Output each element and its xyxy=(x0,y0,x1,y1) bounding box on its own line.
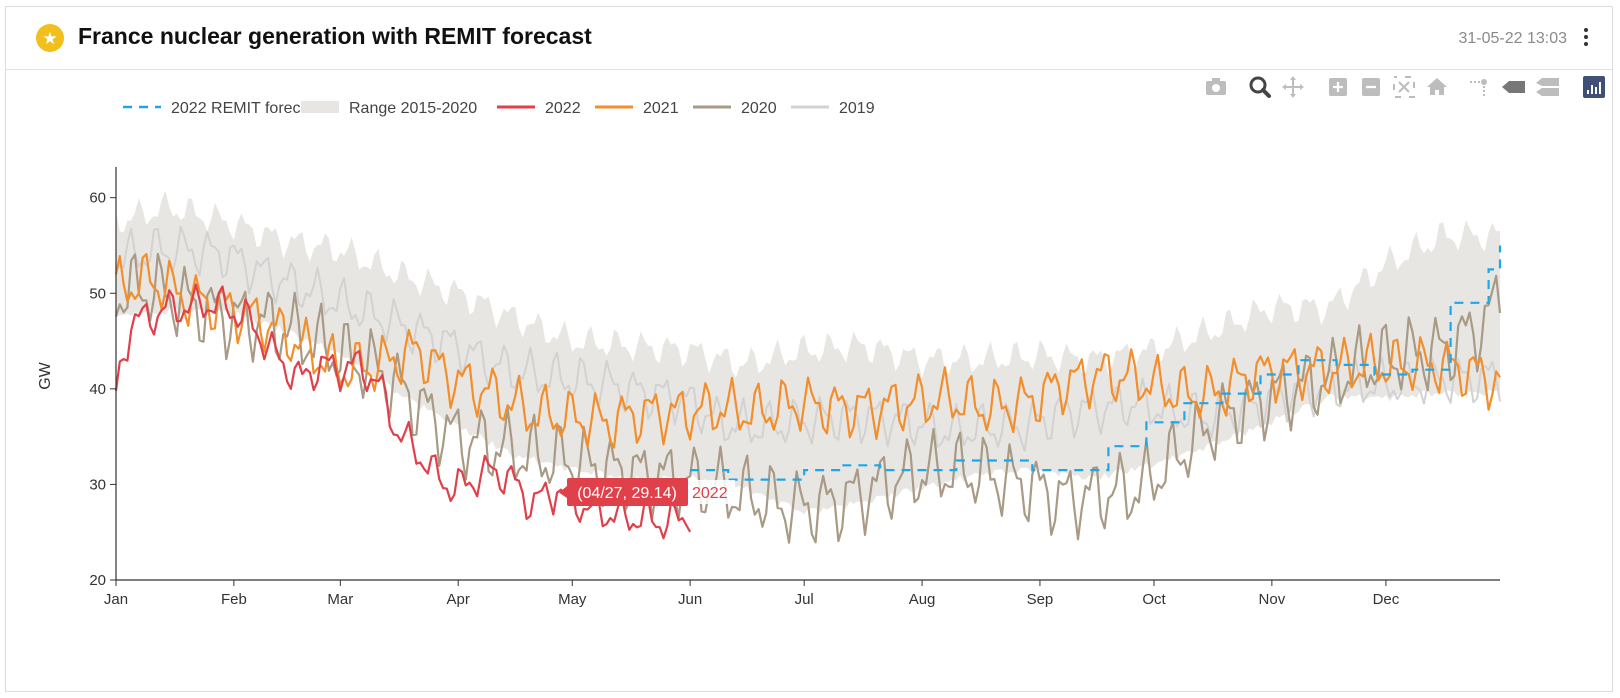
x-tick-label: Jan xyxy=(104,591,128,608)
series-line-forecast xyxy=(690,245,1502,481)
page-title: France nuclear generation with REMIT for… xyxy=(78,23,592,49)
legend-item-y2022[interactable]: 2022 xyxy=(497,100,581,117)
pan-icon[interactable]: Pan xyxy=(1282,76,1304,98)
star-icon[interactable]: ★ xyxy=(36,24,64,52)
legend-label: 2019 xyxy=(839,100,875,117)
legend-item-range[interactable]: Range 2015-2020 xyxy=(301,100,477,117)
plot-area[interactable] xyxy=(114,190,1502,544)
legend-label: 2022 xyxy=(545,100,581,117)
hover-pointer xyxy=(559,486,567,498)
series-line-y2021 xyxy=(114,253,1501,449)
legend-item-y2021[interactable]: 2021 xyxy=(595,100,679,117)
zoom-in-icon[interactable]: Zoom in xyxy=(1329,78,1347,96)
x-tick-label: Jun xyxy=(678,591,702,608)
legend-label: Range 2015-2020 xyxy=(349,100,477,117)
x-tick-label: Mar xyxy=(327,591,353,608)
x-tick-label: Aug xyxy=(909,591,936,608)
legend-label: 2022 REMIT forecast xyxy=(171,100,322,117)
timestamp: 31-05-22 13:03 xyxy=(1458,30,1567,47)
y-tick-label: 50 xyxy=(89,285,106,302)
x-tick-label: Dec xyxy=(1373,591,1400,608)
y-tick-label: 40 xyxy=(89,381,106,398)
x-tick-label: May xyxy=(558,591,587,608)
camera-icon[interactable]: Download plot as a png xyxy=(1206,78,1226,95)
legend-label: 2020 xyxy=(741,100,777,117)
card-header: ★ France nuclear generation with REMIT f… xyxy=(6,7,1612,70)
plotly-logo-icon[interactable]: Produced with Plotly xyxy=(1583,76,1605,98)
range-band xyxy=(116,190,1500,515)
hover-compare-icon[interactable]: Compare data on hover xyxy=(1536,78,1559,96)
hover-background xyxy=(567,478,688,506)
modebar: Download plot as a png Zoom Pan Zoom in Zoom… xyxy=(1206,76,1605,98)
hover-series-bg xyxy=(689,480,735,504)
x-tick-label: Apr xyxy=(447,591,470,608)
y-axis-title: GW xyxy=(37,361,54,389)
spike-lines-icon[interactable]: Toggle Spike Lines xyxy=(1470,79,1487,96)
y-tick-label: 60 xyxy=(89,190,106,207)
legend-item-y2019[interactable]: 2019 xyxy=(791,100,875,117)
x-tick-label: Feb xyxy=(221,591,247,608)
home-icon[interactable]: Reset axes xyxy=(1427,78,1447,95)
x-tick-label: Sep xyxy=(1027,591,1054,608)
legend-item-y2020[interactable]: 2020 xyxy=(693,100,777,117)
legend: 2022 REMIT forecast Range 2015-2020 2022 20… xyxy=(123,100,875,117)
series-line-y2019 xyxy=(115,225,1501,452)
hover-closest-icon[interactable]: Show closest data on hover xyxy=(1502,81,1525,93)
axes: 20 30 40 50 60 Jan Feb Mar Apr May Jun Jul Aug Sep Oct… xyxy=(89,167,1500,608)
hover-series-name: 2022 xyxy=(692,485,728,502)
zoom-out-icon[interactable]: Zoom out xyxy=(1362,78,1380,96)
x-tick-label: Jul xyxy=(795,591,814,608)
legend-label: 2021 xyxy=(643,100,679,117)
hover-value: (04/27, 29.14) xyxy=(577,485,677,502)
hover-box: (04/27, 29.14) 2022 xyxy=(559,478,735,506)
y-tick-label: 20 xyxy=(89,572,106,589)
series-line-y2020 xyxy=(114,252,1502,544)
zoom-icon[interactable]: Zoom xyxy=(1249,76,1271,98)
y-tick-label: 30 xyxy=(89,476,106,493)
autoscale-icon[interactable]: Autoscale xyxy=(1393,76,1415,98)
legend-swatch xyxy=(301,101,339,113)
hover-label: (04/27, 29.14) 2022 xyxy=(559,478,735,506)
x-tick-label: Nov xyxy=(1259,591,1286,608)
more-vertical-icon[interactable] xyxy=(1582,26,1590,50)
x-tick-label: Oct xyxy=(1142,591,1166,608)
legend-item-forecast[interactable]: 2022 REMIT forecast xyxy=(123,100,322,117)
